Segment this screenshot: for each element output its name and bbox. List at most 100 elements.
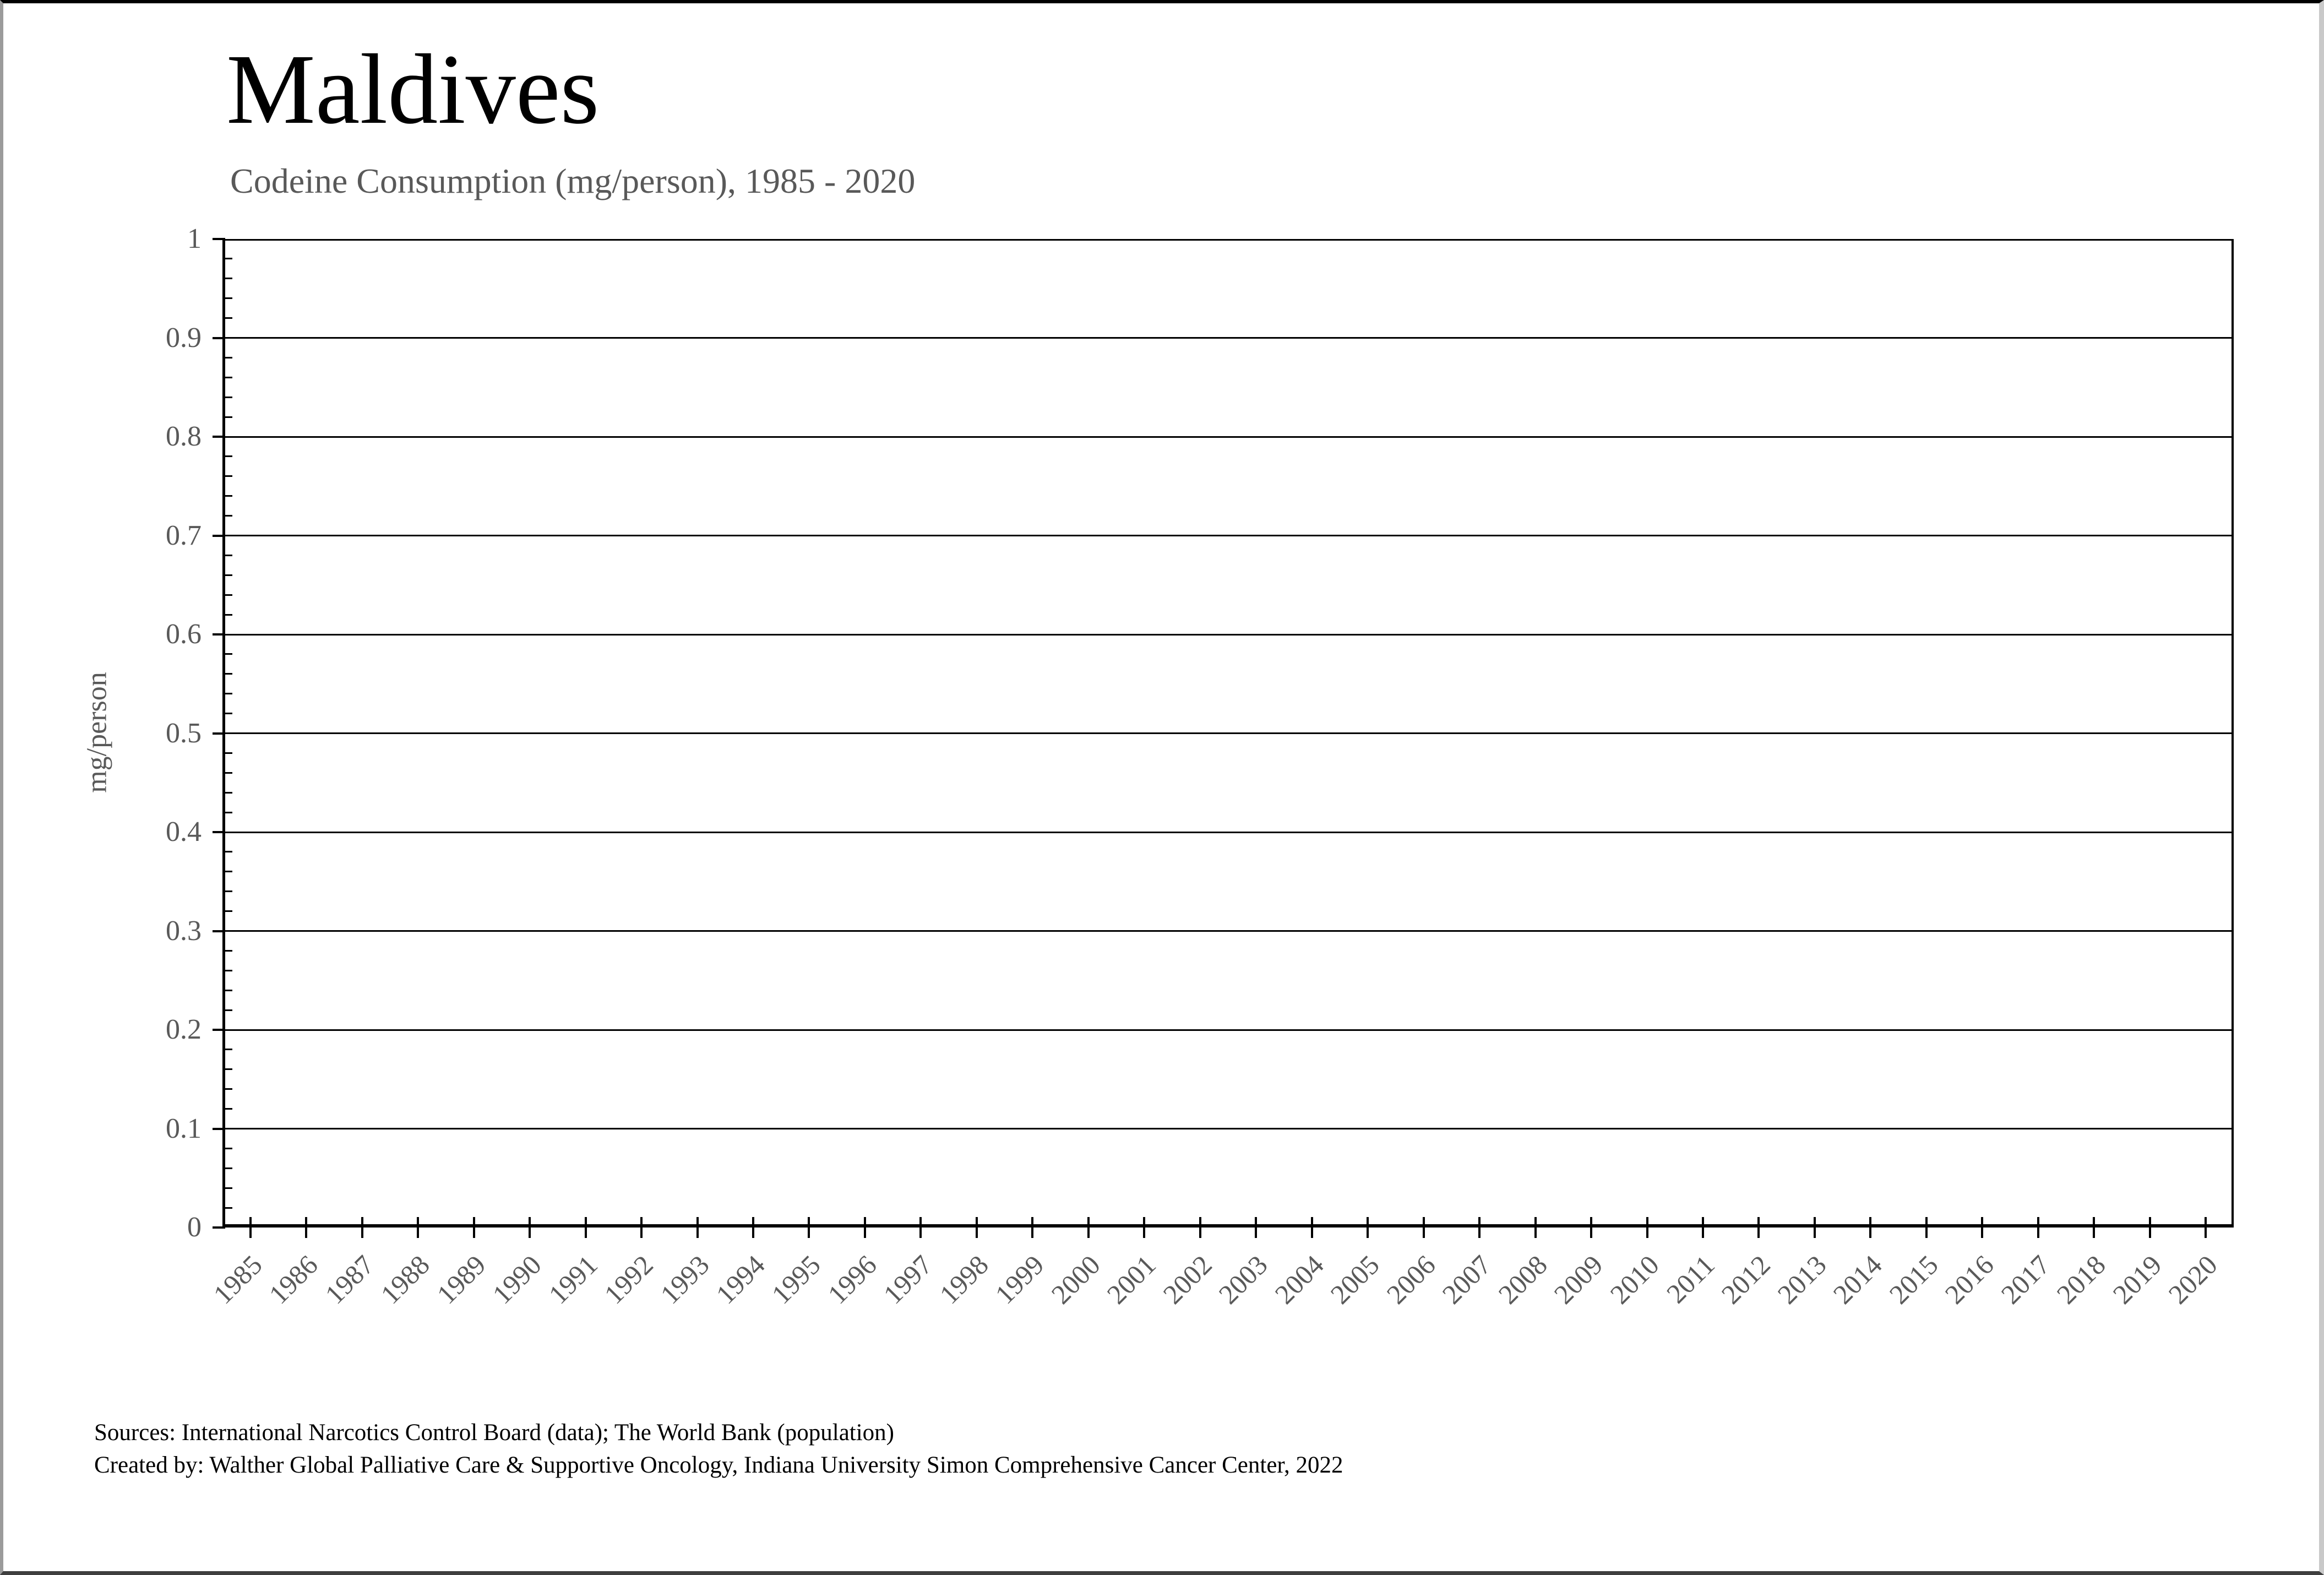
x-tick-label: 1989 xyxy=(431,1249,492,1310)
y-major-tick xyxy=(213,1226,225,1229)
y-minor-tick xyxy=(225,317,232,319)
x-tick-label: 1999 xyxy=(989,1249,1051,1310)
x-tick xyxy=(1143,1217,1146,1238)
y-minor-tick xyxy=(225,713,232,715)
chart-subtitle: Codeine Consumption (mg/person), 1985 - … xyxy=(230,161,916,200)
x-tick-label: 2009 xyxy=(1548,1249,1609,1310)
x-tick-label: 2001 xyxy=(1101,1249,1162,1310)
y-major-tick xyxy=(213,1029,225,1031)
y-minor-tick xyxy=(225,495,232,497)
x-tick xyxy=(472,1217,475,1238)
x-tick-label: 2020 xyxy=(2162,1249,2224,1310)
y-tick-label: 0 xyxy=(187,1212,202,1243)
chart-title: Maldives xyxy=(226,34,600,145)
y-tick-label: 0.1 xyxy=(166,1112,202,1144)
y-tick-label: 0.5 xyxy=(166,717,202,749)
y-major-tick xyxy=(213,436,225,438)
y-minor-tick xyxy=(225,1207,232,1209)
x-tick xyxy=(529,1217,531,1238)
y-gridline xyxy=(222,633,2234,636)
x-tick-label: 1996 xyxy=(821,1249,883,1310)
y-major-tick xyxy=(213,238,225,240)
y-gridline xyxy=(222,1128,2234,1129)
y-minor-tick xyxy=(225,1187,232,1189)
x-tick xyxy=(1087,1217,1090,1238)
y-tick-label: 0.6 xyxy=(166,618,202,650)
y-gridline xyxy=(222,831,2234,833)
x-tick xyxy=(1925,1217,1928,1238)
y-minor-tick xyxy=(225,693,232,695)
y-major-tick xyxy=(213,831,225,833)
x-tick-label: 1995 xyxy=(765,1249,827,1310)
x-tick-label: 1992 xyxy=(598,1249,659,1310)
x-tick xyxy=(919,1217,922,1238)
y-major-tick xyxy=(213,732,225,735)
x-tick xyxy=(361,1217,363,1238)
y-minor-tick xyxy=(225,811,232,813)
y-gridline xyxy=(222,732,2234,734)
y-minor-tick xyxy=(225,1088,232,1090)
source-line-1: Sources: International Narcotics Control… xyxy=(94,1420,894,1446)
x-tick xyxy=(2205,1217,2207,1238)
x-tick-label: 1987 xyxy=(319,1249,380,1310)
y-minor-tick xyxy=(225,673,232,675)
x-tick xyxy=(1869,1217,1872,1238)
y-minor-tick xyxy=(225,475,232,477)
y-minor-tick xyxy=(225,278,232,280)
x-tick xyxy=(1478,1217,1481,1238)
x-tick xyxy=(1422,1217,1425,1238)
x-tick xyxy=(1813,1217,1816,1238)
y-minor-tick xyxy=(225,1068,232,1071)
y-minor-tick xyxy=(225,1167,232,1169)
x-tick xyxy=(1199,1217,1201,1238)
y-minor-tick xyxy=(225,554,232,556)
x-tick xyxy=(975,1217,978,1238)
x-tick-label: 2008 xyxy=(1492,1249,1553,1310)
y-minor-tick xyxy=(225,969,232,971)
y-minor-tick xyxy=(225,297,232,300)
y-gridline xyxy=(222,1029,2234,1031)
x-tick xyxy=(1646,1217,1648,1238)
y-minor-tick xyxy=(225,594,232,596)
x-tick xyxy=(249,1217,252,1238)
x-tick-label: 2006 xyxy=(1380,1249,1441,1310)
x-tick-label: 2015 xyxy=(1883,1249,1944,1310)
y-tick-label: 0.9 xyxy=(166,322,202,354)
y-minor-tick xyxy=(225,1049,232,1051)
x-tick-label: 1997 xyxy=(877,1249,939,1310)
y-minor-tick xyxy=(225,515,232,517)
x-tick xyxy=(1590,1217,1593,1238)
x-tick-label: 1994 xyxy=(710,1249,771,1310)
y-minor-tick xyxy=(225,989,232,991)
y-minor-tick xyxy=(225,653,232,655)
x-tick-label: 2016 xyxy=(1939,1249,2000,1310)
y-gridline xyxy=(222,535,2234,536)
y-tick-label: 0.3 xyxy=(166,915,202,947)
x-tick xyxy=(1534,1217,1537,1238)
x-tick xyxy=(1757,1217,1760,1238)
y-minor-tick xyxy=(225,851,232,853)
y-minor-tick xyxy=(225,1108,232,1110)
x-tick-label: 2017 xyxy=(1995,1249,2056,1310)
x-tick xyxy=(808,1217,810,1238)
y-minor-tick xyxy=(225,376,232,378)
x-tick xyxy=(1310,1217,1313,1238)
x-tick-label: 2005 xyxy=(1324,1249,1385,1310)
x-tick-label: 2014 xyxy=(1827,1249,1888,1310)
x-tick-label: 1998 xyxy=(933,1249,994,1310)
y-major-tick xyxy=(213,534,225,537)
y-tick-label: 0.7 xyxy=(166,519,202,551)
x-tick xyxy=(2037,1217,2039,1238)
y-major-tick xyxy=(213,1127,225,1130)
x-tick-label: 1990 xyxy=(486,1249,547,1310)
y-minor-tick xyxy=(225,752,232,754)
y-tick-label: 0.8 xyxy=(166,421,202,452)
x-tick-label: 2007 xyxy=(1436,1249,1497,1310)
x-tick-label: 1993 xyxy=(654,1249,715,1310)
y-tick-label: 1 xyxy=(187,223,202,254)
y-minor-tick xyxy=(225,455,232,458)
x-tick-label: 2018 xyxy=(2050,1249,2112,1310)
x-tick xyxy=(752,1217,754,1238)
x-tick xyxy=(863,1217,866,1238)
